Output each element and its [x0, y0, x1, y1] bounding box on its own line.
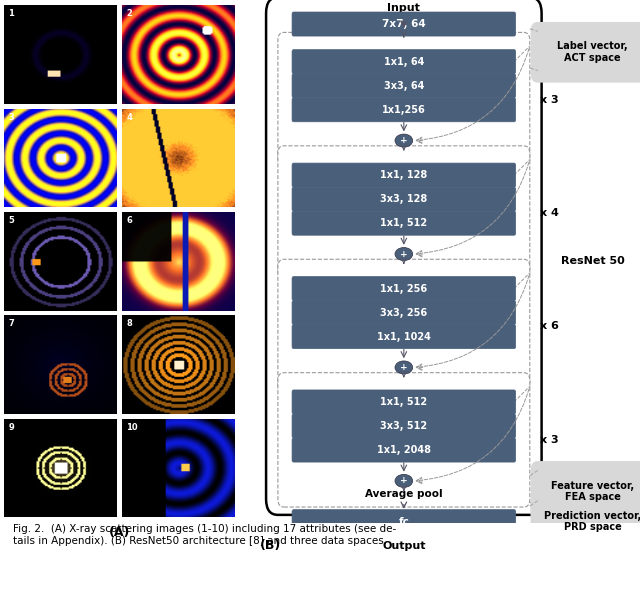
- FancyBboxPatch shape: [292, 301, 516, 324]
- Text: 1x1,256: 1x1,256: [382, 105, 426, 115]
- Ellipse shape: [395, 248, 413, 261]
- Text: 3: 3: [8, 113, 14, 122]
- Text: 8: 8: [126, 320, 132, 328]
- Text: 2: 2: [126, 10, 132, 18]
- FancyBboxPatch shape: [531, 491, 640, 552]
- FancyBboxPatch shape: [292, 324, 516, 349]
- Text: 7: 7: [8, 320, 14, 328]
- Text: +: +: [400, 363, 408, 372]
- Text: ResNet 50: ResNet 50: [561, 255, 625, 266]
- Text: 5: 5: [8, 216, 14, 225]
- Text: Feature vector,
FEA space: Feature vector, FEA space: [551, 481, 634, 502]
- Text: +: +: [400, 476, 408, 485]
- FancyBboxPatch shape: [278, 146, 530, 280]
- FancyBboxPatch shape: [531, 22, 640, 83]
- FancyBboxPatch shape: [292, 163, 516, 187]
- Text: 3x3, 128: 3x3, 128: [380, 194, 428, 204]
- Text: Prediction vector,
PRD space: Prediction vector, PRD space: [544, 511, 640, 532]
- FancyBboxPatch shape: [292, 187, 516, 211]
- FancyBboxPatch shape: [278, 33, 530, 167]
- FancyBboxPatch shape: [292, 211, 516, 235]
- FancyBboxPatch shape: [531, 461, 640, 522]
- Text: 1x1, 64: 1x1, 64: [383, 56, 424, 67]
- FancyBboxPatch shape: [292, 74, 516, 98]
- Text: Average pool: Average pool: [365, 489, 443, 500]
- Text: 1: 1: [8, 10, 14, 18]
- Text: 6: 6: [126, 216, 132, 225]
- Text: Input: Input: [387, 3, 420, 13]
- Text: x 6: x 6: [540, 321, 559, 331]
- Text: 7x7, 64: 7x7, 64: [382, 19, 426, 29]
- Text: 1x1, 2048: 1x1, 2048: [377, 445, 431, 455]
- Text: 4: 4: [126, 113, 132, 122]
- Ellipse shape: [395, 134, 413, 147]
- Text: Output: Output: [382, 541, 426, 551]
- Text: +: +: [400, 136, 408, 145]
- Text: x 3: x 3: [540, 94, 558, 105]
- FancyBboxPatch shape: [292, 390, 516, 414]
- FancyBboxPatch shape: [278, 372, 530, 507]
- FancyBboxPatch shape: [292, 510, 516, 533]
- FancyBboxPatch shape: [292, 414, 516, 438]
- FancyBboxPatch shape: [278, 259, 530, 394]
- Ellipse shape: [395, 361, 413, 374]
- Text: x 4: x 4: [540, 208, 559, 218]
- FancyBboxPatch shape: [292, 12, 516, 36]
- Text: 10: 10: [126, 423, 138, 432]
- FancyBboxPatch shape: [292, 277, 516, 301]
- Text: +: +: [400, 249, 408, 258]
- FancyBboxPatch shape: [292, 438, 516, 462]
- Text: 1x1, 128: 1x1, 128: [380, 170, 428, 180]
- Text: 1x1, 512: 1x1, 512: [380, 397, 428, 407]
- Text: Fig. 2.  (A) X-ray scattering images (1-10) including 17 attributes (see de-
tai: Fig. 2. (A) X-ray scattering images (1-1…: [13, 524, 396, 545]
- Text: 3x3, 64: 3x3, 64: [383, 81, 424, 91]
- Text: x 3: x 3: [540, 435, 558, 445]
- Text: 1x1, 512: 1x1, 512: [380, 218, 428, 228]
- Text: (B): (B): [259, 539, 281, 552]
- Text: 1x1, 256: 1x1, 256: [380, 283, 428, 293]
- FancyBboxPatch shape: [266, 0, 541, 515]
- Ellipse shape: [395, 475, 413, 488]
- Text: 1x1, 1024: 1x1, 1024: [377, 331, 431, 342]
- Text: 9: 9: [8, 423, 14, 432]
- Text: Label vector,
ACT space: Label vector, ACT space: [557, 42, 628, 63]
- Text: 3x3, 256: 3x3, 256: [380, 308, 428, 318]
- FancyBboxPatch shape: [292, 98, 516, 122]
- Text: (A): (A): [109, 526, 131, 539]
- Text: fc: fc: [399, 517, 409, 527]
- FancyBboxPatch shape: [292, 50, 516, 74]
- Text: 3x3, 512: 3x3, 512: [380, 421, 428, 431]
